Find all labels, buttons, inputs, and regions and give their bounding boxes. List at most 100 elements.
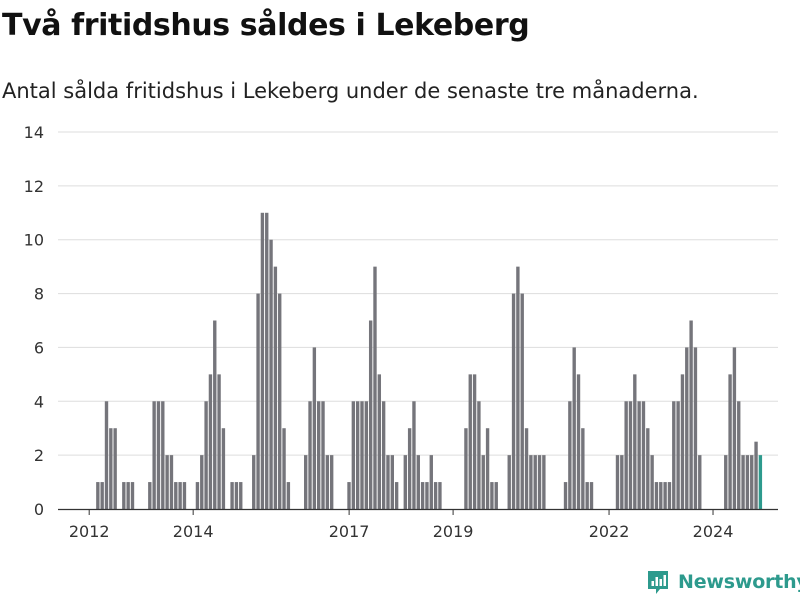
bar — [156, 401, 161, 509]
bar — [200, 455, 204, 509]
bar — [230, 482, 234, 509]
bar — [585, 482, 589, 509]
bar — [672, 401, 676, 509]
bar — [265, 212, 269, 510]
bar — [524, 428, 529, 509]
bar — [364, 401, 369, 509]
bar — [481, 455, 485, 509]
bar — [174, 482, 178, 509]
bar — [130, 482, 135, 509]
bar — [511, 293, 516, 509]
bar — [360, 401, 364, 509]
brand-name: Newsworthy — [678, 571, 800, 593]
x-tick-label: 2014 — [173, 522, 214, 541]
chart-bubble-icon — [648, 571, 668, 594]
bar — [217, 374, 221, 509]
bar — [278, 293, 282, 509]
bar — [589, 482, 594, 509]
bar — [628, 401, 633, 509]
bar — [676, 401, 680, 509]
bar — [728, 374, 732, 509]
bar — [737, 401, 741, 509]
bar — [693, 347, 698, 509]
bar — [641, 401, 646, 509]
bar — [563, 482, 568, 509]
bar — [533, 455, 537, 509]
bar — [576, 374, 581, 509]
bar — [96, 482, 100, 509]
bar — [464, 428, 468, 509]
bar — [308, 401, 312, 509]
bar — [182, 482, 187, 509]
bar — [537, 455, 542, 509]
bar — [646, 428, 650, 509]
bar — [312, 347, 317, 509]
bar — [325, 455, 330, 509]
bar — [282, 428, 286, 509]
bar — [386, 455, 390, 509]
y-tick-label: 14 — [24, 123, 44, 142]
bar — [698, 455, 702, 509]
bar — [221, 428, 226, 509]
bar — [368, 320, 373, 509]
bar — [620, 455, 624, 509]
bar — [615, 455, 620, 509]
bar — [472, 374, 477, 509]
bar — [745, 455, 750, 509]
bar — [208, 374, 213, 509]
bar — [351, 401, 356, 509]
bar — [161, 401, 165, 509]
bar — [204, 401, 208, 509]
bar — [407, 428, 412, 509]
bar — [624, 401, 628, 509]
bar — [568, 401, 572, 509]
bar — [507, 455, 511, 509]
y-tick-label: 10 — [24, 231, 44, 250]
bar — [741, 455, 745, 509]
bar — [689, 320, 693, 509]
y-tick-label: 2 — [34, 446, 44, 465]
bar — [126, 482, 130, 509]
bar — [213, 320, 217, 509]
bar — [412, 401, 416, 509]
bar — [390, 455, 394, 509]
bar — [581, 428, 585, 509]
bar — [100, 482, 104, 509]
bar — [490, 482, 494, 509]
bar — [403, 455, 407, 509]
bar — [654, 482, 659, 509]
bar — [425, 482, 429, 509]
bar — [109, 428, 113, 509]
bar — [273, 266, 278, 509]
bar — [680, 374, 685, 509]
bar — [195, 482, 200, 509]
bar — [329, 455, 334, 509]
bar — [485, 428, 490, 509]
bar — [347, 482, 351, 509]
bar — [239, 482, 243, 509]
x-tick-label: 2022 — [589, 522, 630, 541]
bar — [433, 482, 438, 509]
x-tick-label: 2019 — [433, 522, 474, 541]
x-tick-label: 2017 — [329, 522, 370, 541]
bar — [256, 293, 260, 509]
bar — [420, 482, 425, 509]
bar — [321, 401, 325, 509]
bar — [572, 347, 576, 509]
bar — [468, 374, 472, 509]
bar — [633, 374, 637, 509]
bar — [377, 374, 382, 509]
x-tick-label: 2024 — [693, 522, 734, 541]
bar — [260, 212, 265, 510]
bar — [416, 455, 420, 509]
bar — [381, 401, 386, 509]
bar — [252, 455, 256, 509]
bar — [758, 455, 763, 509]
y-tick-label: 4 — [34, 392, 44, 411]
bar — [494, 482, 498, 509]
bar — [516, 266, 520, 509]
bar — [732, 347, 737, 509]
bar — [685, 347, 689, 509]
bar — [355, 401, 360, 509]
